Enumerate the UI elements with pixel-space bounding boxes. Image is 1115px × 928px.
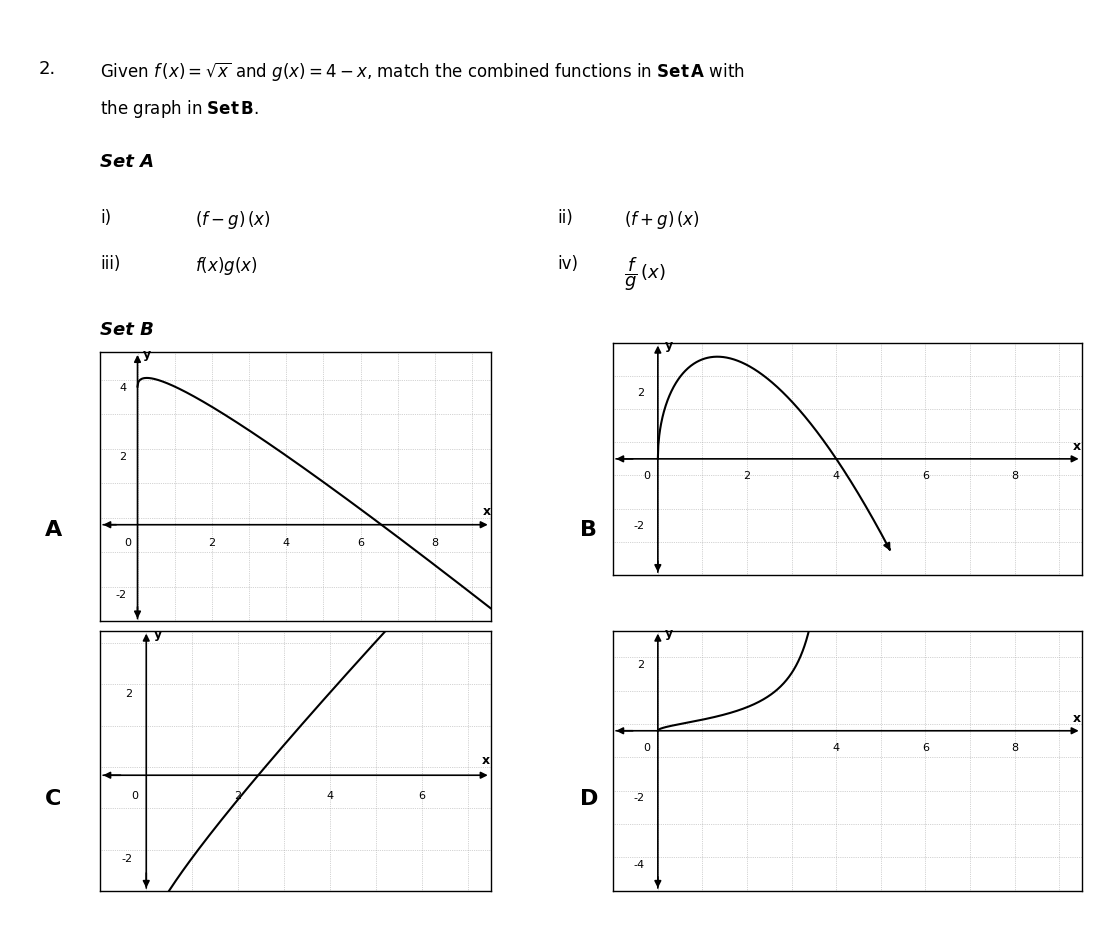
Text: 0: 0	[643, 742, 650, 753]
Text: A: A	[45, 519, 61, 539]
Text: 4: 4	[282, 537, 290, 548]
Text: -2: -2	[115, 589, 126, 599]
Text: x: x	[482, 753, 491, 766]
Text: Given $f\,(x) = \sqrt{x}$ and $g(x) = 4 - x$, match the combined functions in $\: Given $f\,(x) = \sqrt{x}$ and $g(x) = 4 …	[100, 60, 745, 84]
Text: -4: -4	[633, 859, 644, 870]
Text: iv): iv)	[558, 255, 579, 273]
Text: 0: 0	[125, 537, 132, 548]
Text: y: y	[665, 339, 673, 352]
Text: x: x	[1073, 711, 1082, 724]
Text: iii): iii)	[100, 255, 120, 273]
Text: 2: 2	[638, 660, 644, 669]
Text: Set A: Set A	[100, 153, 154, 171]
Text: 4: 4	[833, 470, 840, 481]
Text: C: C	[45, 788, 61, 808]
Text: $\dfrac{f}{g}\,(x)$: $\dfrac{f}{g}\,(x)$	[624, 255, 666, 293]
Text: i): i)	[100, 209, 112, 226]
Text: 8: 8	[432, 537, 438, 548]
Text: $(f + g)\,(x)$: $(f + g)\,(x)$	[624, 209, 700, 231]
Text: 2.: 2.	[39, 60, 56, 78]
Text: the graph in $\mathbf{Set\,B}$.: the graph in $\mathbf{Set\,B}$.	[100, 97, 260, 120]
Text: y: y	[154, 627, 162, 640]
Text: ii): ii)	[558, 209, 573, 226]
Text: 6: 6	[418, 790, 425, 800]
Text: -2: -2	[633, 521, 644, 531]
Text: 4: 4	[327, 790, 333, 800]
Text: 2: 2	[638, 388, 644, 398]
Text: 0: 0	[643, 470, 650, 481]
Text: D: D	[580, 788, 598, 808]
Text: B: B	[580, 519, 597, 539]
Text: 2: 2	[119, 451, 126, 461]
Text: x: x	[483, 505, 491, 518]
Text: -2: -2	[122, 853, 133, 863]
Text: 2: 2	[234, 790, 242, 800]
Text: y: y	[143, 348, 151, 361]
Text: 0: 0	[132, 790, 138, 800]
Text: 2: 2	[125, 688, 133, 698]
Text: 2: 2	[744, 470, 750, 481]
Text: 4: 4	[833, 742, 840, 753]
Text: y: y	[665, 626, 673, 639]
Text: $(f - g)\,(x)$: $(f - g)\,(x)$	[195, 209, 271, 231]
Text: -2: -2	[633, 793, 644, 803]
Text: 4: 4	[119, 382, 126, 393]
Text: 6: 6	[922, 470, 929, 481]
Text: x: x	[1073, 440, 1082, 453]
Text: 8: 8	[1011, 470, 1018, 481]
Text: Set B: Set B	[100, 320, 154, 338]
Text: 8: 8	[1011, 742, 1018, 753]
Text: 6: 6	[357, 537, 363, 548]
Text: $f(x)g(x)$: $f(x)g(x)$	[195, 255, 258, 277]
Text: 2: 2	[209, 537, 215, 548]
Text: 6: 6	[922, 742, 929, 753]
